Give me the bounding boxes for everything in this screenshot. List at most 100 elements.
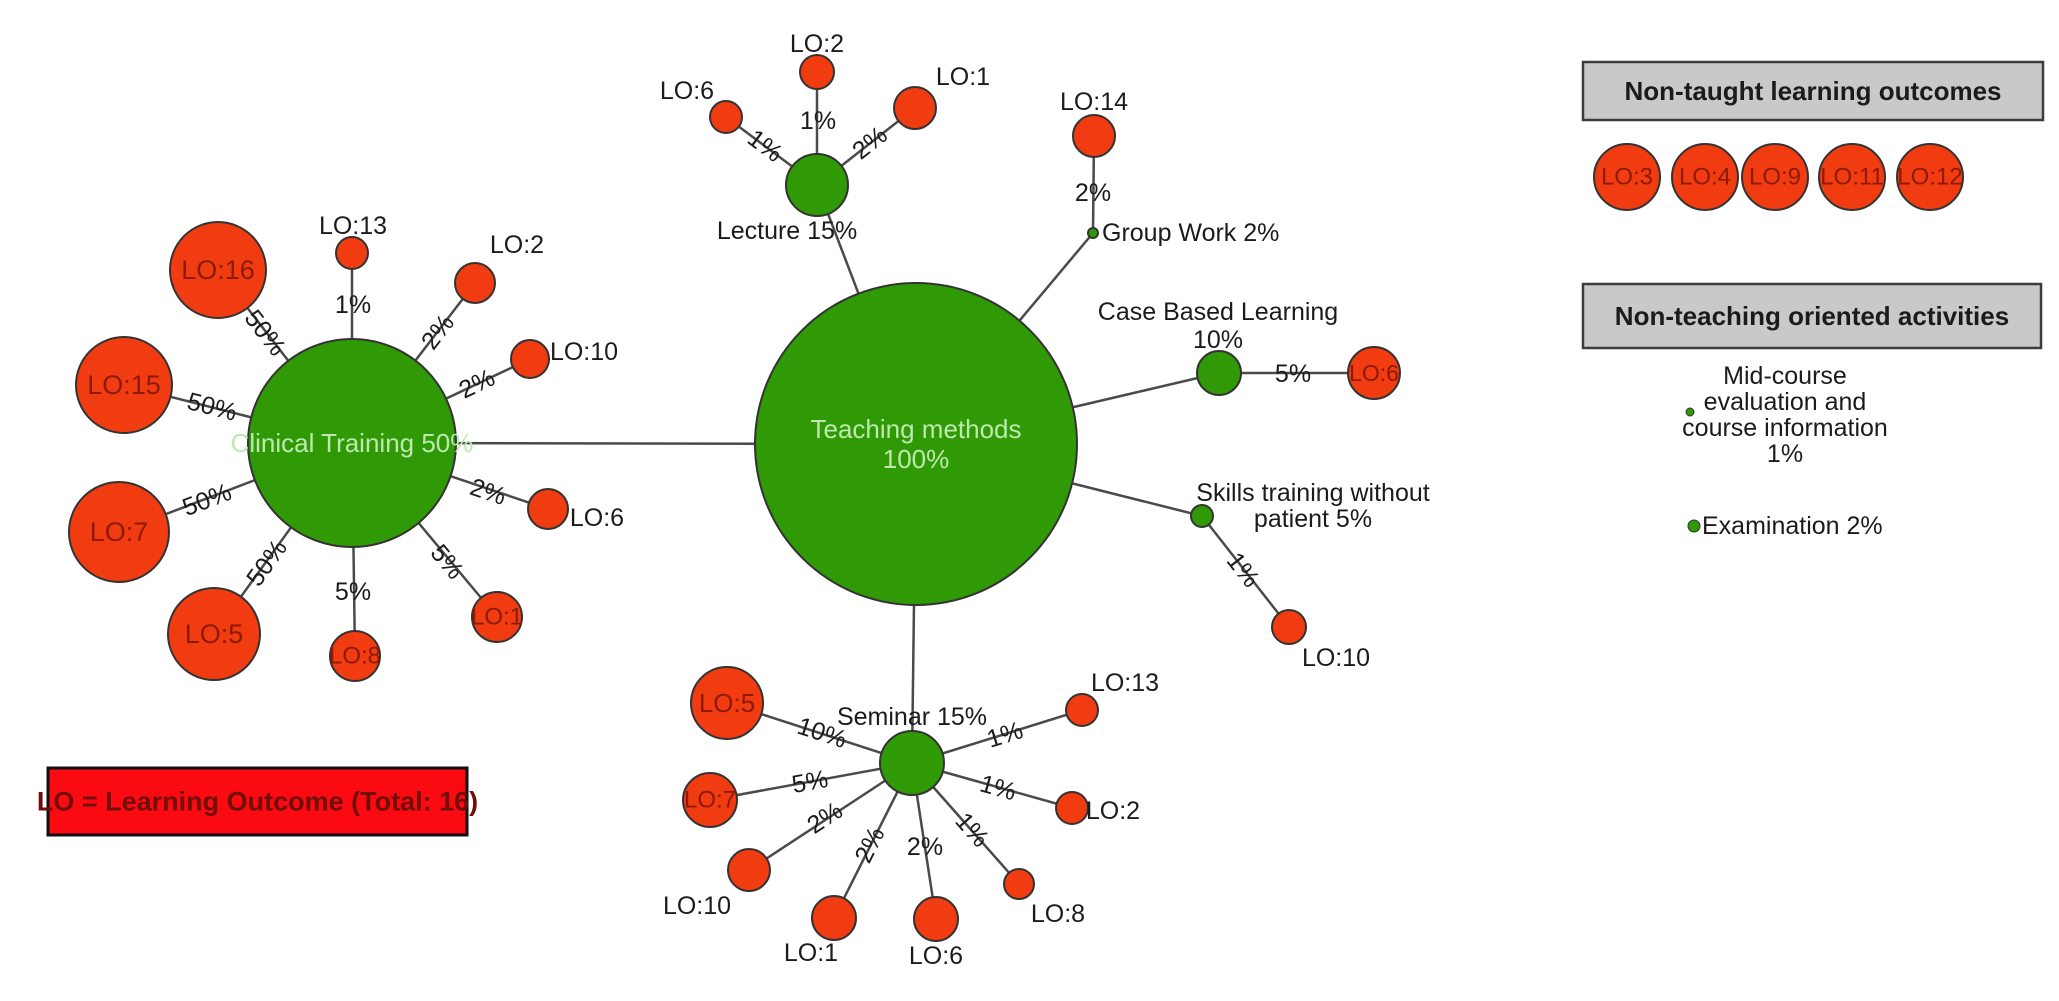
legend-lo-circle-0 [1593, 143, 1661, 211]
node-cb6-circle [1347, 346, 1401, 400]
node-lecture-label: Lecture 15% [717, 217, 857, 245]
node-g14-label: LO:14 [1060, 88, 1128, 116]
edge-label-seminar-s10: 2% [802, 796, 848, 839]
legend-non-taught-box [1581, 60, 2045, 122]
node-s5-label: LO:5 [699, 688, 755, 718]
node-s6-circle [913, 896, 959, 942]
node-skills-circle [1190, 504, 1214, 528]
node-c1-circle [471, 591, 523, 643]
node-c15-circle [75, 336, 173, 434]
edge-label-seminar-s13: 1% [984, 716, 1027, 753]
node-s13-label: LO:13 [1091, 669, 1159, 697]
node-c2-label: LO:2 [490, 231, 544, 259]
node-g14-circle [1072, 114, 1116, 158]
legend-lo-circle-4 [1896, 143, 1964, 211]
edge-label-clinical-c8: 5% [335, 578, 371, 606]
node-s7-label: LO:7 [684, 787, 736, 814]
node-c16-label: LO:16 [181, 255, 255, 285]
node-c6-circle [527, 488, 569, 530]
edge-label-lecture-l6: 1% [742, 124, 788, 168]
node-c16-circle [169, 221, 267, 319]
edge-label-clinical-c6: 2% [466, 473, 509, 511]
edge-label-casebased-cb6: 5% [1275, 360, 1311, 388]
edge-label-skills-sk10: 1% [1221, 547, 1265, 593]
edge-label-clinical-c15: 50% [184, 387, 239, 426]
edge-skills-sk10 [1201, 515, 1290, 628]
mid-course-dot [1685, 407, 1695, 417]
node-c13-label: LO:13 [319, 212, 387, 240]
legend-lo-circle-1 [1671, 143, 1739, 211]
node-c7-circle [68, 481, 170, 583]
node-groupwork-label: Group Work 2% [1102, 219, 1279, 247]
edge-label-groupwork-g14: 2% [1075, 179, 1111, 207]
legend-lo-circle-3 [1818, 143, 1886, 211]
node-l2-label: LO:2 [790, 30, 844, 58]
node-s1-label: LO:1 [784, 939, 838, 967]
legend-lo-label-2: LO:9 [1749, 164, 1801, 191]
lo-callout-text: LO = Learning Outcome (Total: 16) [37, 787, 478, 817]
node-s8-circle [1003, 868, 1035, 900]
node-c8-circle [329, 630, 381, 682]
edge-label-clinical-c7: 50% [179, 478, 236, 522]
node-c1-label: LO:1 [471, 604, 523, 631]
examination-label: Examination 2% [1702, 512, 1883, 540]
node-s7-circle [682, 772, 738, 828]
node-c5-circle [167, 587, 261, 681]
node-l1-label: LO:1 [936, 63, 990, 91]
mid-course-label: 1% [1767, 440, 1803, 468]
legend-non-teaching-title: Non-teaching oriented activities [1615, 301, 2009, 331]
node-c15-label: LO:15 [87, 370, 161, 400]
node-s10-circle [727, 848, 771, 892]
node-skills-label: patient 5% [1254, 505, 1372, 533]
edge-label-clinical-c2: 2% [416, 309, 460, 355]
node-c5-label: LO:5 [185, 619, 244, 649]
node-casebased-label: Case Based Learning [1098, 298, 1338, 326]
node-l6-circle [709, 100, 743, 134]
node-s8-label: LO:8 [1031, 900, 1085, 928]
edge-label-clinical-c5: 50% [241, 535, 293, 592]
mid-course-label: Mid-course [1723, 362, 1847, 390]
node-c10-circle [510, 339, 550, 379]
node-c10-label: LO:10 [550, 338, 618, 366]
edge-label-seminar-s6: 2% [907, 833, 943, 861]
node-s10-label: LO:10 [663, 892, 731, 920]
legend-non-taught-title: Non-taught learning outcomes [1625, 76, 2002, 106]
node-c2-circle [454, 262, 496, 304]
node-l1-circle [893, 86, 937, 130]
node-teaching-circle [754, 282, 1078, 606]
examination-dot [1687, 519, 1701, 533]
legend-lo-label-4: LO:12 [1897, 164, 1962, 191]
node-s2-label: LO:2 [1086, 797, 1140, 825]
node-s6-label: LO:6 [909, 942, 963, 970]
node-seminar-label: Seminar 15% [837, 703, 987, 731]
legend-non-teaching-box [1581, 282, 2043, 350]
legend-lo-label-0: LO:3 [1601, 164, 1653, 191]
node-s1-circle [811, 895, 857, 941]
node-seminar-circle [879, 730, 945, 796]
node-s13-circle [1065, 693, 1099, 727]
edge-label-seminar-s1: 2% [849, 823, 890, 868]
node-l6-label: LO:6 [660, 77, 714, 105]
node-c6-label: LO:6 [570, 504, 624, 532]
node-s2-circle [1055, 791, 1089, 825]
legend-lo-label-1: LO:4 [1679, 164, 1731, 191]
node-s5-circle [690, 666, 764, 740]
node-groupwork-circle [1087, 227, 1099, 239]
edge-label-seminar-s2: 1% [977, 770, 1019, 807]
node-lecture-circle [785, 153, 849, 217]
node-c8-label: LO:8 [329, 643, 381, 670]
node-skills-label: Skills training without [1196, 479, 1429, 507]
edge-label-lecture-l1: 2% [847, 121, 893, 165]
edge-label-clinical-c1: 5% [425, 539, 470, 585]
node-casebased-circle [1196, 350, 1242, 396]
node-c7-label: LO:7 [90, 517, 149, 547]
node-teaching-label: 100% [883, 444, 950, 474]
edge-label-clinical-c10: 2% [455, 364, 500, 405]
node-teaching-label: Teaching methods [810, 414, 1021, 444]
node-clinical-circle [247, 338, 457, 548]
node-sk10-label: LO:10 [1302, 644, 1370, 672]
node-l2-circle [799, 54, 835, 90]
node-casebased-label: 10% [1193, 326, 1243, 354]
